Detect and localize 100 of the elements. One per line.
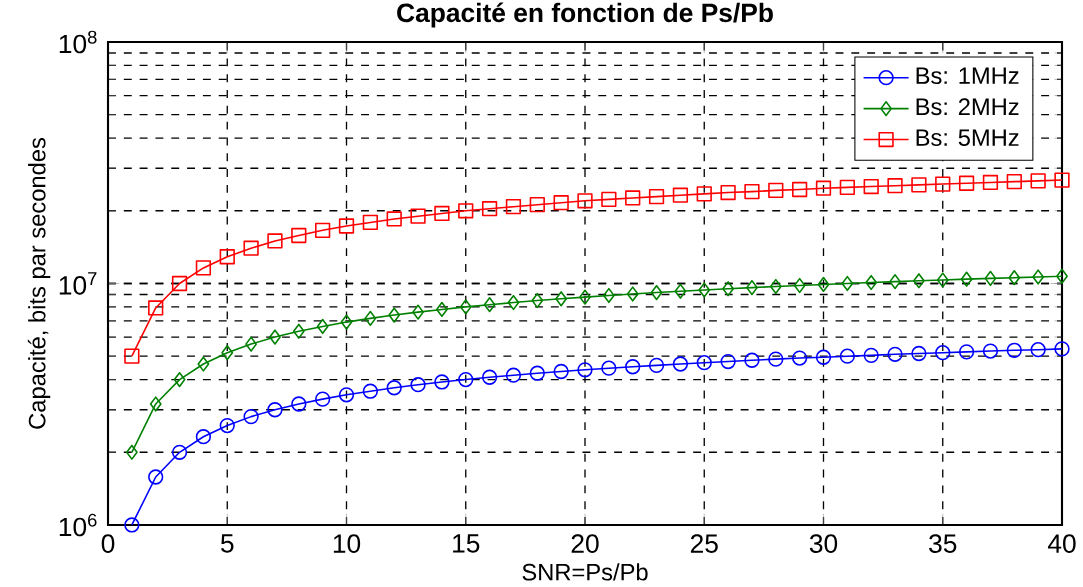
point [648, 188, 665, 205]
point [412, 304, 424, 320]
legend-label: Bs: 1MHz [916, 67, 1019, 85]
point [626, 286, 639, 302]
point [173, 371, 186, 388]
point [553, 195, 569, 211]
point [362, 383, 378, 399]
point [1032, 269, 1045, 285]
point [483, 297, 496, 313]
point [219, 417, 235, 434]
point [768, 182, 784, 199]
point [269, 329, 281, 345]
point [458, 203, 474, 219]
point [458, 371, 474, 388]
x-tick-label: 5 [221, 534, 234, 553]
y-axis-title: Capacité, bits par secondes [27, 138, 51, 429]
point [1030, 173, 1046, 189]
point [149, 396, 162, 412]
point [815, 349, 832, 365]
point [1056, 268, 1068, 284]
point [555, 291, 568, 307]
point [911, 345, 927, 362]
point [625, 190, 641, 206]
point [720, 353, 736, 370]
chart-title: Capacité en fonction de Ps/Pb [397, 2, 773, 28]
point [388, 307, 401, 323]
point [435, 301, 448, 318]
point [815, 180, 832, 196]
legend-label: Bs: 2MHz [916, 98, 1019, 116]
point [984, 270, 997, 287]
point [267, 233, 283, 249]
point [364, 310, 377, 327]
point [243, 240, 259, 256]
point [505, 367, 522, 383]
y-tick-label: 10$^{8}$ [59, 30, 97, 54]
x-tick-label: 35 [929, 534, 957, 553]
point [650, 284, 663, 301]
point [744, 184, 760, 200]
point [935, 176, 951, 192]
point [316, 318, 329, 335]
point [912, 273, 925, 289]
point [936, 272, 949, 288]
point [386, 211, 402, 227]
point [746, 280, 758, 296]
point [125, 444, 138, 460]
point [529, 365, 545, 381]
point [1006, 342, 1022, 358]
point [958, 175, 975, 191]
point [696, 186, 712, 202]
point [722, 281, 735, 297]
point [171, 444, 188, 460]
point [531, 292, 544, 309]
point [195, 260, 212, 276]
point [292, 323, 305, 339]
point [434, 374, 450, 390]
point [505, 199, 522, 215]
point [195, 429, 212, 445]
point [982, 343, 999, 359]
point [243, 408, 259, 425]
x-tick-label: 20 [571, 534, 599, 553]
point [362, 214, 378, 231]
point [672, 187, 689, 203]
point [817, 276, 830, 293]
point [386, 380, 402, 396]
point [553, 363, 569, 380]
point [315, 391, 331, 407]
point [839, 179, 855, 196]
point [124, 348, 140, 364]
point [887, 346, 903, 362]
point [792, 181, 808, 198]
point [410, 208, 426, 224]
point [935, 345, 951, 361]
point [768, 351, 784, 367]
point [338, 218, 355, 234]
point [839, 348, 855, 364]
point [171, 275, 188, 292]
point [245, 336, 258, 352]
point [529, 197, 545, 213]
point [744, 352, 760, 368]
point [982, 174, 999, 191]
point [579, 289, 591, 305]
point [267, 402, 283, 418]
point [960, 271, 973, 287]
x-tick-label: 30 [809, 534, 838, 553]
point [601, 191, 617, 208]
point [459, 299, 472, 315]
point [674, 283, 687, 299]
point [481, 201, 498, 217]
point [434, 205, 450, 222]
point [221, 345, 234, 361]
point [340, 314, 353, 330]
point [219, 249, 235, 265]
point [148, 469, 164, 485]
x-tick-label: 10 [333, 534, 361, 553]
point [291, 227, 307, 244]
point [338, 387, 355, 403]
legend-label: Bs: 5MHz [916, 129, 1019, 146]
point [698, 282, 711, 298]
point [410, 377, 426, 393]
point [577, 193, 593, 209]
